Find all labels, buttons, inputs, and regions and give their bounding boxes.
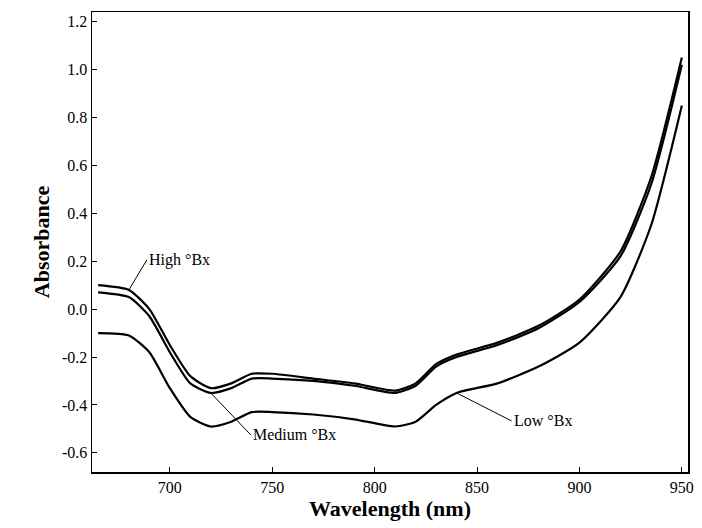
svg-text:Wavelength (nm): Wavelength (nm) (309, 496, 471, 521)
svg-text:High °Bx: High °Bx (149, 251, 210, 269)
svg-text:900: 900 (567, 479, 591, 496)
svg-text:Absorbance: Absorbance (29, 186, 54, 299)
svg-text:700: 700 (158, 479, 182, 496)
svg-text:-0.2: -0.2 (62, 349, 87, 366)
svg-text:950: 950 (670, 479, 694, 496)
svg-text:-0.6: -0.6 (62, 444, 87, 461)
svg-text:0.6: 0.6 (67, 157, 87, 174)
svg-text:Low °Bx: Low °Bx (514, 412, 572, 429)
svg-text:1.2: 1.2 (67, 13, 87, 30)
svg-text:1.0: 1.0 (67, 61, 87, 78)
svg-text:-0.4: -0.4 (62, 397, 87, 414)
svg-text:800: 800 (363, 479, 387, 496)
svg-text:0.2: 0.2 (67, 253, 87, 270)
svg-text:750: 750 (260, 479, 284, 496)
svg-text:0.8: 0.8 (67, 109, 87, 126)
svg-text:850: 850 (465, 479, 489, 496)
svg-text:Medium °Bx: Medium °Bx (253, 426, 336, 443)
svg-text:0.0: 0.0 (67, 301, 87, 318)
svg-text:0.4: 0.4 (67, 205, 87, 222)
